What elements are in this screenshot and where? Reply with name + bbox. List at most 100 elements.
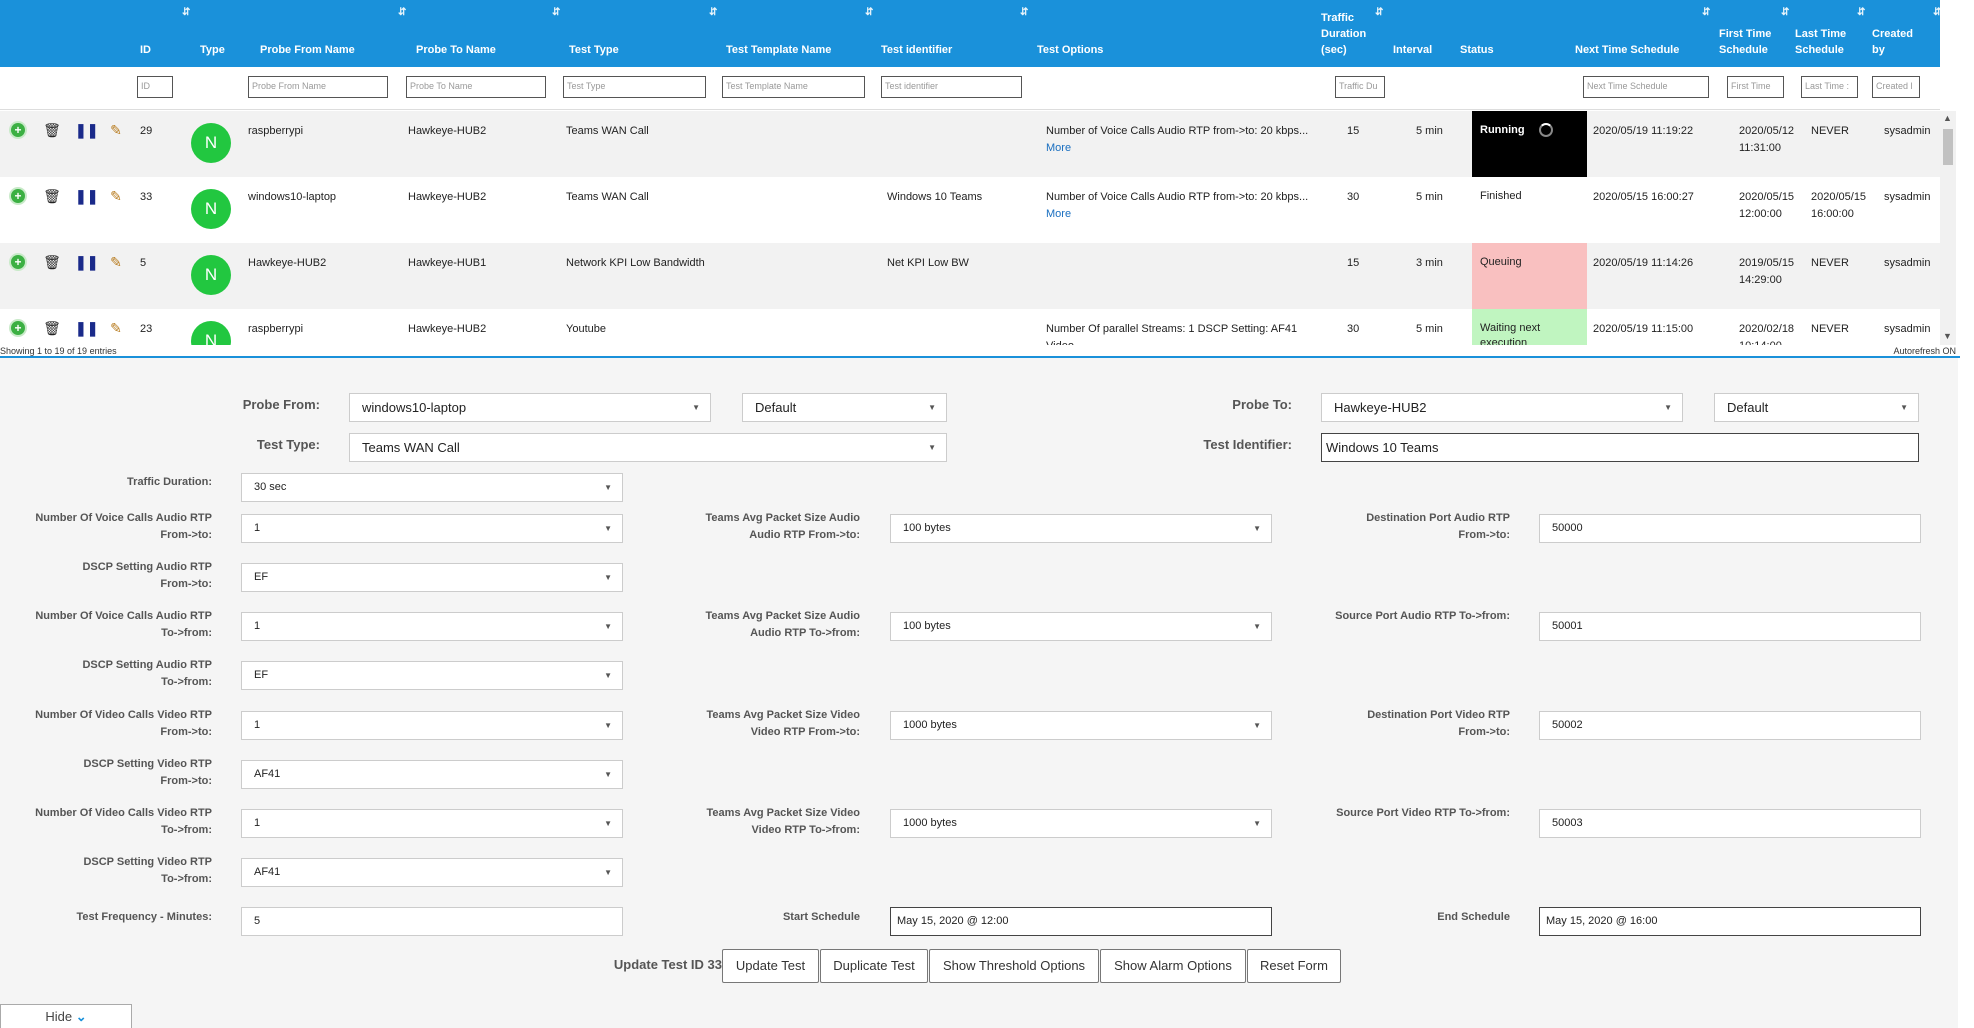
field-select[interactable]: 1 ▼: [241, 711, 623, 740]
filter-test_type[interactable]: Test Type: [563, 76, 706, 98]
filter-template[interactable]: Test Template Name: [722, 76, 865, 98]
field-select[interactable]: 1 ▼: [241, 612, 623, 641]
col-header-type[interactable]: Type: [200, 0, 320, 67]
field-select[interactable]: EF ▼: [241, 563, 623, 592]
test-identifier-input[interactable]: Windows 10 Teams: [1321, 433, 1919, 462]
chevron-down-icon: ▼: [692, 403, 700, 412]
col-header-last[interactable]: ⇵ Last Time Schedule: [1795, 0, 1915, 67]
pause-icon[interactable]: ❚❚: [75, 122, 99, 138]
field-value: 50002: [1552, 719, 1583, 731]
field-input[interactable]: 50003: [1539, 809, 1921, 838]
show-threshold-options-button[interactable]: Show Threshold Options: [929, 949, 1099, 983]
col-header-interval[interactable]: Interval: [1393, 0, 1513, 67]
probe-to-select[interactable]: Hawkeye-HUB2 ▼: [1321, 393, 1683, 422]
edit-icon[interactable]: ✎: [110, 320, 122, 336]
sort-icon[interactable]: ⇵: [182, 7, 191, 18]
col-header-created[interactable]: ⇵ Created by: [1872, 0, 1974, 67]
field-select[interactable]: EF ▼: [241, 661, 623, 690]
end-schedule-input[interactable]: May 15, 2020 @ 16:00: [1539, 907, 1921, 936]
col-header-status[interactable]: Status: [1460, 0, 1580, 67]
field-select[interactable]: 1 ▼: [241, 514, 623, 543]
edit-icon[interactable]: ✎: [110, 188, 122, 204]
frequency-input[interactable]: 5: [241, 907, 623, 936]
field-select[interactable]: 1 ▼: [241, 809, 623, 838]
filter-probe_to[interactable]: Probe To Name: [406, 76, 546, 98]
sort-icon[interactable]: ⇵: [1933, 7, 1942, 18]
pause-icon[interactable]: ❚❚: [75, 254, 99, 270]
more-link: Video: [1046, 338, 1297, 345]
col-header-probe_to[interactable]: ⇵ Probe To Name: [416, 0, 560, 67]
col-header-probe_from[interactable]: ⇵ Probe From Name: [260, 0, 406, 67]
table-scrollbar[interactable]: ▲ ▼: [1940, 111, 1956, 345]
probe-to-profile-select[interactable]: Default ▼: [1714, 393, 1919, 422]
scroll-up-icon[interactable]: ▲: [1943, 113, 1952, 123]
sort-icon[interactable]: ⇵: [1375, 7, 1384, 18]
filter-duration[interactable]: Traffic Du: [1335, 76, 1385, 98]
scroll-down-icon[interactable]: ▼: [1943, 331, 1952, 341]
show-alarm-options-button[interactable]: Show Alarm Options: [1100, 949, 1246, 983]
col-header-first[interactable]: ⇵ First Time Schedule: [1719, 0, 1839, 67]
test-type-select[interactable]: Teams WAN Call ▼: [349, 433, 947, 462]
more-link[interactable]: More: [1046, 208, 1072, 220]
pause-icon[interactable]: ❚❚: [75, 188, 99, 204]
trash-icon[interactable]: 🗑: [43, 122, 61, 138]
field-select[interactable]: AF41 ▼: [241, 760, 623, 789]
col-header-duration[interactable]: ⇵ Traffic Duration (sec): [1321, 0, 1441, 67]
traffic-duration-select[interactable]: 30 sec ▼: [241, 473, 623, 502]
col-header-template[interactable]: ⇵ Test Template Name: [726, 0, 873, 67]
filter-probe_from[interactable]: Probe From Name: [248, 76, 388, 98]
trash-icon[interactable]: 🗑: [43, 320, 61, 336]
filter-identifier[interactable]: Test identifier: [881, 76, 1022, 98]
plus-circle-icon[interactable]: +: [11, 321, 25, 335]
start-schedule-input[interactable]: May 15, 2020 @ 12:00: [890, 907, 1272, 936]
cell-probe-to: Hawkeye-HUB2: [408, 191, 487, 203]
update-test-button[interactable]: Update Test: [722, 949, 819, 983]
col-header-next[interactable]: ⇵ Next Time Schedule: [1575, 0, 1710, 67]
field-select[interactable]: 100 bytes ▼: [890, 612, 1272, 641]
sort-icon[interactable]: ⇵: [398, 7, 407, 18]
trash-icon[interactable]: 🗑: [43, 254, 61, 270]
col-header-identifier[interactable]: ⇵ Test identifier: [881, 0, 1028, 67]
field-select[interactable]: 1000 bytes ▼: [890, 809, 1272, 838]
filter-next[interactable]: Next Time Schedule: [1583, 76, 1709, 98]
scrollbar-thumb[interactable]: [1943, 129, 1953, 165]
probe-from-select[interactable]: windows10-laptop ▼: [349, 393, 711, 422]
table-row[interactable]: + 🗑 ❚❚ ✎ 5 N Hawkeye-HUB2 Hawkeye-HUB1 Network K…: [0, 243, 1940, 309]
plus-circle-icon[interactable]: +: [11, 189, 25, 203]
hide-form-button[interactable]: Hide ⌄: [0, 1004, 132, 1028]
duplicate-test-button[interactable]: Duplicate Test: [820, 949, 928, 983]
field-input[interactable]: 50000: [1539, 514, 1921, 543]
trash-icon[interactable]: 🗑: [43, 188, 61, 204]
col-header-test_type[interactable]: ⇵ Test Type: [569, 0, 717, 67]
edit-icon[interactable]: ✎: [110, 122, 122, 138]
edit-icon[interactable]: ✎: [110, 254, 122, 270]
field-input[interactable]: 50002: [1539, 711, 1921, 740]
probe-from-profile-select[interactable]: Default ▼: [742, 393, 947, 422]
cell-probe-from: Hawkeye-HUB2: [248, 257, 327, 269]
plus-circle-icon[interactable]: +: [11, 123, 25, 137]
filter-first[interactable]: First Time: [1727, 76, 1784, 98]
sort-icon[interactable]: ⇵: [1020, 7, 1029, 18]
sort-icon[interactable]: ⇵: [1781, 7, 1790, 18]
col-header-id[interactable]: ⇵ ID: [140, 0, 260, 67]
field-select[interactable]: 100 bytes ▼: [890, 514, 1272, 543]
plus-circle-icon[interactable]: +: [11, 255, 25, 269]
filter-id[interactable]: ID: [137, 76, 173, 98]
pause-icon[interactable]: ❚❚: [75, 320, 99, 336]
sort-icon[interactable]: ⇵: [865, 7, 874, 18]
reset-form-button[interactable]: Reset Form: [1247, 949, 1341, 983]
sort-icon[interactable]: ⇵: [552, 7, 561, 18]
more-link[interactable]: More: [1046, 142, 1072, 154]
field-input[interactable]: 50001: [1539, 612, 1921, 641]
filter-created[interactable]: Created l: [1872, 76, 1920, 98]
sort-icon[interactable]: ⇵: [1857, 7, 1866, 18]
field-select[interactable]: AF41 ▼: [241, 858, 623, 887]
filter-last[interactable]: Last Time :: [1801, 76, 1858, 98]
sort-icon[interactable]: ⇵: [1702, 7, 1711, 18]
sort-icon[interactable]: ⇵: [709, 7, 718, 18]
field-select[interactable]: 1000 bytes ▼: [890, 711, 1272, 740]
col-header-options[interactable]: Test Options: [1037, 0, 1157, 67]
